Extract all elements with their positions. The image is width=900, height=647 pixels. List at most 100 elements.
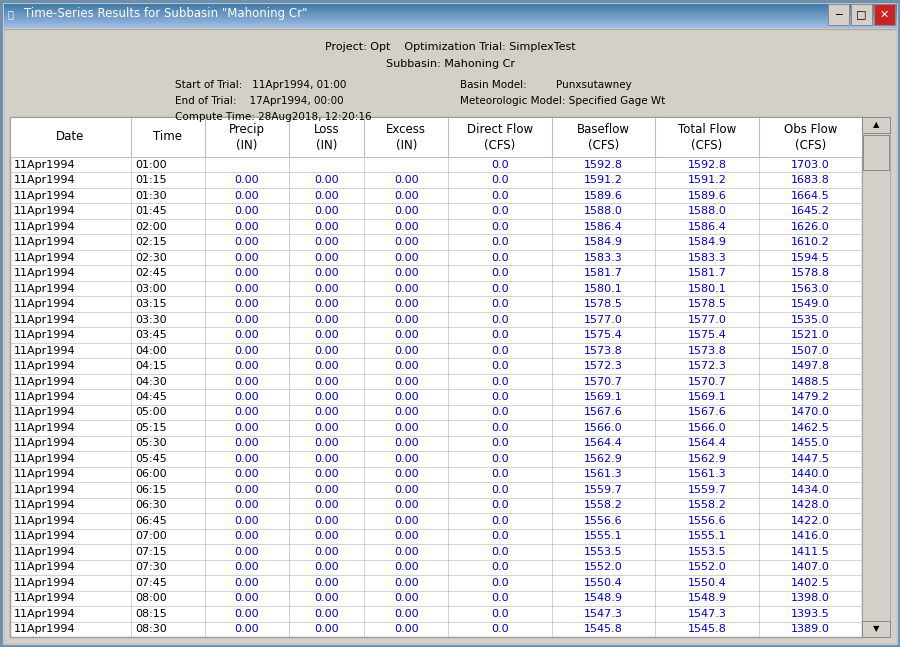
Bar [2,22,898,23]
Bar [2,15,898,16]
Text: 0.0: 0.0 [491,252,508,263]
Text: 0.0: 0.0 [491,314,508,325]
Text: 1584.9: 1584.9 [688,237,726,247]
Text: 0.00: 0.00 [394,314,418,325]
Text: 02:15: 02:15 [135,237,166,247]
Text: 0.00: 0.00 [234,268,259,278]
Text: 1553.5: 1553.5 [584,547,623,557]
Text: 1558.2: 1558.2 [688,500,726,510]
Bar [2,2,898,3]
Bar [862,117,890,133]
Text: 0.00: 0.00 [234,609,259,619]
Text: 0.00: 0.00 [314,547,338,557]
Text: Loss: Loss [313,124,339,137]
Text: 0.00: 0.00 [394,423,418,433]
Text: 11Apr1994: 11Apr1994 [14,547,76,557]
Text: 1488.5: 1488.5 [791,377,830,386]
Text: 0.0: 0.0 [491,191,508,201]
Text: 04:15: 04:15 [135,361,166,371]
Text: 0.0: 0.0 [491,345,508,356]
Bar [862,117,890,637]
Text: 0.00: 0.00 [314,330,338,340]
Text: 04:30: 04:30 [135,377,166,386]
Text: 1578.5: 1578.5 [688,299,726,309]
Text: 0.00: 0.00 [234,454,259,464]
Text: 1578.5: 1578.5 [584,299,623,309]
Text: Time: Time [153,131,182,144]
Text: 0.0: 0.0 [491,361,508,371]
Text: 0.0: 0.0 [491,392,508,402]
Text: 0.00: 0.00 [314,361,338,371]
Text: 1575.4: 1575.4 [688,330,726,340]
Text: 1664.5: 1664.5 [791,191,830,201]
Text: 11Apr1994: 11Apr1994 [14,578,76,588]
Text: (CFS): (CFS) [588,139,619,152]
Text: 1573.8: 1573.8 [584,345,623,356]
Text: 1583.3: 1583.3 [688,252,726,263]
Text: ─: ─ [835,10,842,19]
Text: 11Apr1994: 11Apr1994 [14,330,76,340]
Text: 1555.1: 1555.1 [688,531,726,542]
Text: 11Apr1994: 11Apr1994 [14,593,76,603]
Text: 1552.0: 1552.0 [688,562,726,573]
Bar [2,17,898,18]
Text: 1398.0: 1398.0 [791,593,830,603]
Text: 0.00: 0.00 [314,268,338,278]
Text: 1573.8: 1573.8 [688,345,726,356]
Text: 0.00: 0.00 [234,175,259,185]
Text: (IN): (IN) [236,139,257,152]
Text: 1497.8: 1497.8 [791,361,830,371]
Text: 0.00: 0.00 [314,392,338,402]
Text: Subbasin: Mahoning Cr: Subbasin: Mahoning Cr [385,59,515,69]
Text: 0.00: 0.00 [314,377,338,386]
Text: 11Apr1994: 11Apr1994 [14,237,76,247]
Text: 1479.2: 1479.2 [791,392,830,402]
Text: 0.00: 0.00 [314,470,338,479]
Text: 0.00: 0.00 [314,485,338,495]
Bar [2,9,898,10]
Text: 0.00: 0.00 [234,531,259,542]
Text: 1581.7: 1581.7 [584,268,623,278]
Text: 1683.8: 1683.8 [791,175,830,185]
Bar [2,19,898,20]
Text: 0.00: 0.00 [394,439,418,448]
Text: 1577.0: 1577.0 [688,314,726,325]
Text: 01:45: 01:45 [135,206,166,216]
Text: 08:15: 08:15 [135,609,166,619]
Text: 0.00: 0.00 [234,377,259,386]
Bar [2,10,898,11]
Text: 0.00: 0.00 [234,624,259,634]
Text: 05:30: 05:30 [135,439,166,448]
Text: 1703.0: 1703.0 [791,160,830,170]
Bar [2,16,898,17]
Text: 1407.0: 1407.0 [791,562,830,573]
Text: 1586.4: 1586.4 [584,222,623,232]
Text: 03:45: 03:45 [135,330,166,340]
Text: 1592.8: 1592.8 [584,160,623,170]
Text: 05:15: 05:15 [135,423,166,433]
Text: 0.0: 0.0 [491,330,508,340]
Text: 0.00: 0.00 [234,345,259,356]
Text: 0.00: 0.00 [314,609,338,619]
Text: 11Apr1994: 11Apr1994 [14,160,76,170]
Text: 0.00: 0.00 [234,408,259,417]
Text: 0.0: 0.0 [491,423,508,433]
Text: 11Apr1994: 11Apr1994 [14,299,76,309]
Text: 11Apr1994: 11Apr1994 [14,516,76,526]
Text: 1583.3: 1583.3 [584,252,623,263]
Text: 0.00: 0.00 [234,330,259,340]
Text: 1570.7: 1570.7 [584,377,623,386]
Text: 11Apr1994: 11Apr1994 [14,283,76,294]
Bar [2,4,898,5]
Text: 0.00: 0.00 [314,252,338,263]
Text: 0.00: 0.00 [314,439,338,448]
Text: 11Apr1994: 11Apr1994 [14,175,76,185]
Text: Project: Opt    Optimization Trial: SimplexTest: Project: Opt Optimization Trial: Simplex… [325,42,575,52]
Text: 11Apr1994: 11Apr1994 [14,624,76,634]
Text: 0.00: 0.00 [394,578,418,588]
Text: (IN): (IN) [396,139,417,152]
Text: 1589.6: 1589.6 [688,191,726,201]
Text: 0.00: 0.00 [314,500,338,510]
Bar [2,27,898,28]
Text: 1393.5: 1393.5 [791,609,830,619]
